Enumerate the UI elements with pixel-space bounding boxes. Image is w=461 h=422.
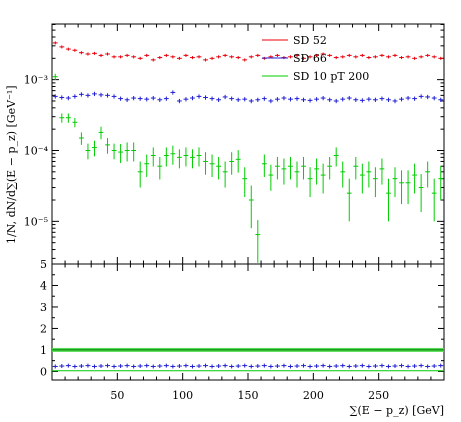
main-y-tick-label: 10⁻⁴	[24, 144, 49, 157]
legend: SD 52 SD 66 SD 10 pT 200	[262, 34, 369, 83]
series-sd-66	[52, 90, 444, 104]
ratio-panel-frame	[51, 263, 445, 381]
ratio-y-tick-label: 4	[40, 279, 47, 292]
ratio-panel-y-ticks: 0 1 2 3 4 5	[40, 258, 444, 378]
x-tick-label: 200	[303, 389, 324, 402]
series-sd-52	[52, 41, 444, 62]
y-axis-title: 1/N, dN/d∑(E − p_z) [GeV⁻¹]	[5, 85, 18, 244]
series-sd-10-pt-200	[52, 73, 444, 263]
x-tick-label: 100	[172, 389, 193, 402]
ratio-y-tick-label: 5	[40, 258, 47, 271]
x-axis-ticks: 50 100 150 200 250	[51, 24, 445, 402]
main-y-tick-label: 10⁻⁵	[24, 215, 48, 228]
main-panel-y-ticks: 10⁻⁵ 10⁻⁴ 10⁻³	[24, 24, 444, 259]
x-axis-title: ∑(E − p_z) [GeV]	[350, 404, 444, 417]
main-panel-frame	[51, 23, 445, 265]
data-series	[52, 41, 444, 263]
ratio-y-tick-label: 0	[40, 365, 47, 378]
ratio-y-tick-label: 1	[40, 344, 47, 357]
x-tick-label: 250	[368, 389, 389, 402]
legend-label-sd-10-pt-200: SD 10 pT 200	[293, 70, 369, 83]
ratio-y-tick-label: 3	[40, 301, 47, 314]
ratio-y-tick-label: 2	[40, 322, 47, 335]
legend-label-sd-52: SD 52	[293, 34, 327, 47]
x-tick-label: 150	[238, 389, 259, 402]
ratio-series-lines	[52, 347, 444, 372]
main-y-tick-label: 10⁻³	[24, 74, 48, 87]
x-tick-label: 50	[110, 389, 124, 402]
legend-label-sd-66: SD 66	[293, 52, 327, 65]
